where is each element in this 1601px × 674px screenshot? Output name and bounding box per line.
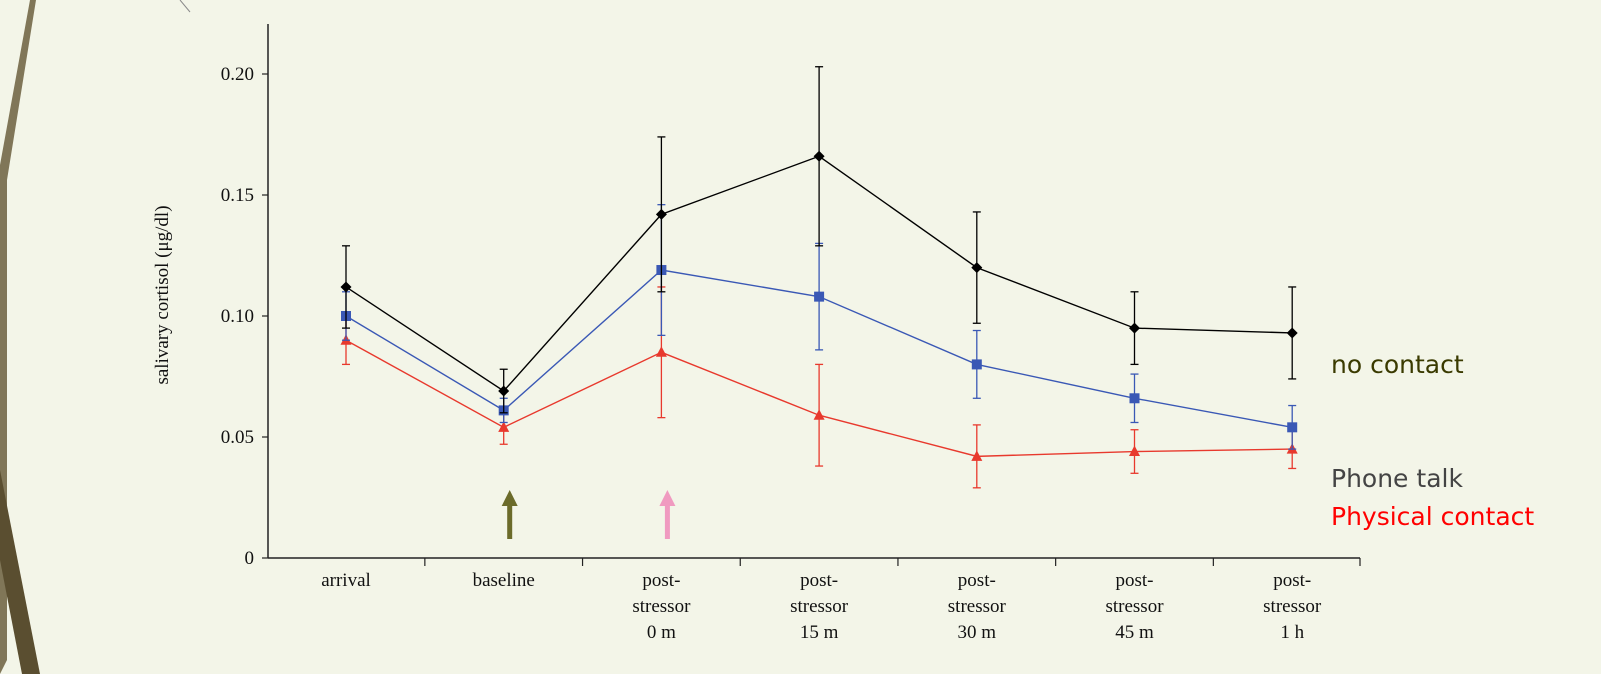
x-tick-label: post-stressor 45 m	[1105, 570, 1164, 643]
data-point-marker	[655, 208, 667, 220]
y-tick-label: 0.05	[221, 427, 254, 448]
data-point-marker	[340, 281, 352, 293]
data-point-marker	[1129, 445, 1140, 457]
data-point-marker	[1286, 327, 1298, 339]
series-no-contact	[340, 66, 1298, 414]
data-point-marker	[813, 150, 825, 162]
x-tick-label: post-stressor 1 h	[1263, 570, 1322, 643]
data-point-marker	[498, 385, 510, 397]
data-point-marker	[655, 346, 667, 357]
stressor-arrow	[659, 490, 676, 539]
data-point-marker	[498, 421, 510, 432]
stressor-arrow	[501, 490, 518, 539]
data-point-marker	[1287, 422, 1298, 433]
data-point-marker	[971, 450, 983, 461]
data-point-marker	[1129, 393, 1140, 404]
data-point-marker	[813, 409, 825, 420]
x-tick-label: baseline	[473, 570, 535, 591]
data-point-marker	[1129, 322, 1140, 334]
legend-entry: no contact	[1331, 350, 1464, 379]
y-tick-label: 0.15	[221, 185, 254, 206]
x-tick-label: post-stressor 15 m	[790, 570, 849, 643]
x-tick-label: post-stressor 0 m	[632, 570, 691, 643]
data-point-marker	[814, 291, 825, 302]
legend-entry: Phone talk	[1331, 464, 1463, 493]
x-tick-label: arrival	[321, 570, 371, 591]
x-tick-label: post-stressor 30 m	[948, 570, 1007, 643]
y-axis-label: salivary cortisol (μg/dl)	[152, 205, 173, 384]
y-tick-label: 0.20	[221, 64, 254, 85]
data-point-marker	[971, 262, 983, 274]
y-tick-label: 0	[245, 548, 255, 569]
legend-entry: Physical contact	[1331, 502, 1535, 531]
data-point-marker	[971, 359, 982, 370]
y-tick-label: 0.10	[221, 306, 254, 327]
